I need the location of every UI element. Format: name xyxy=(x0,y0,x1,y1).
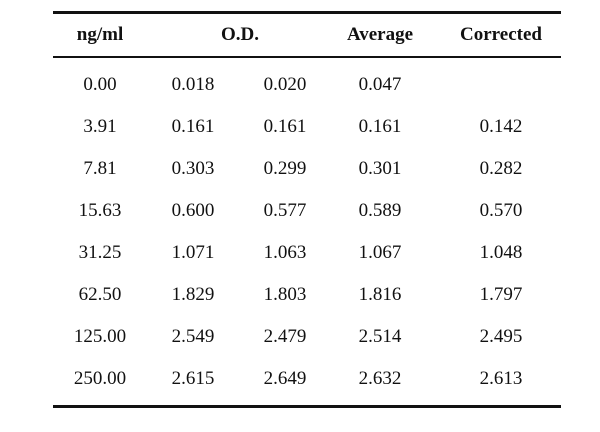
cell-od-2: 2.649 xyxy=(263,368,307,389)
cell-average: 0.161 xyxy=(358,116,402,137)
table-row: 7.81 0.303 0.299 0.301 0.282 xyxy=(53,148,561,190)
cell-concentration: 31.25 xyxy=(78,242,122,263)
cell-average: 2.632 xyxy=(358,368,402,389)
cell-average: 0.047 xyxy=(358,74,402,95)
table-row: 31.25 1.071 1.063 1.067 1.048 xyxy=(53,232,561,274)
cell-concentration: 125.00 xyxy=(73,326,127,347)
cell-od-1: 0.018 xyxy=(171,74,215,95)
table-top-rule xyxy=(53,11,561,14)
table-bottom-rule xyxy=(53,405,561,408)
cell-corrected: 2.495 xyxy=(479,326,523,347)
table-header-rule xyxy=(53,56,561,58)
table-row: 3.91 0.161 0.161 0.161 0.142 xyxy=(53,106,561,148)
cell-od-1: 2.549 xyxy=(171,326,215,347)
table-row: 125.00 2.549 2.479 2.514 2.495 xyxy=(53,316,561,358)
cell-od-1: 1.829 xyxy=(171,284,215,305)
table-body: 0.00 0.018 0.020 0.047 3.91 0.161 0.161 … xyxy=(53,58,561,400)
cell-corrected: 0.142 xyxy=(479,116,523,137)
cell-concentration: 250.00 xyxy=(73,368,127,389)
table-row: 15.63 0.600 0.577 0.589 0.570 xyxy=(53,190,561,232)
cell-od-1: 0.303 xyxy=(171,158,215,179)
cell-od-2: 0.020 xyxy=(263,74,307,95)
cell-od-1: 0.161 xyxy=(171,116,215,137)
cell-average: 2.514 xyxy=(358,326,402,347)
cell-concentration: 0.00 xyxy=(83,74,117,95)
cell-corrected xyxy=(445,64,557,106)
cell-corrected: 1.797 xyxy=(479,284,523,305)
cell-od-2: 0.299 xyxy=(263,158,307,179)
cell-corrected: 0.282 xyxy=(479,158,523,179)
standard-curve-table: ng/ml O.D. Average Corrected 0.00 0.018 … xyxy=(53,11,561,408)
cell-average: 0.589 xyxy=(358,200,402,221)
cell-concentration: 15.63 xyxy=(78,200,122,221)
cell-concentration: 62.50 xyxy=(78,284,122,305)
cell-od-2: 1.803 xyxy=(263,284,307,305)
cell-average: 1.067 xyxy=(358,242,402,263)
cell-average: 1.816 xyxy=(358,284,402,305)
cell-od-1: 1.071 xyxy=(171,242,215,263)
cell-od-1: 2.615 xyxy=(171,368,215,389)
table-header-row: ng/ml O.D. Average Corrected xyxy=(53,14,561,56)
header-average: Average xyxy=(346,24,414,45)
cell-corrected: 2.613 xyxy=(479,368,523,389)
cell-od-2: 0.577 xyxy=(263,200,307,221)
cell-corrected: 1.048 xyxy=(479,242,523,263)
header-concentration: ng/ml xyxy=(76,24,124,45)
table-row: 250.00 2.615 2.649 2.632 2.613 xyxy=(53,358,561,400)
cell-average: 0.301 xyxy=(358,158,402,179)
header-od: O.D. xyxy=(221,24,259,45)
cell-corrected: 0.570 xyxy=(479,200,523,221)
cell-od-2: 2.479 xyxy=(263,326,307,347)
cell-od-2: 0.161 xyxy=(263,116,307,137)
cell-od-2: 1.063 xyxy=(263,242,307,263)
table-row: 0.00 0.018 0.020 0.047 xyxy=(53,64,561,106)
table-row: 62.50 1.829 1.803 1.816 1.797 xyxy=(53,274,561,316)
cell-od-1: 0.600 xyxy=(171,200,215,221)
cell-concentration: 7.81 xyxy=(83,158,117,179)
cell-concentration: 3.91 xyxy=(83,116,117,137)
header-corrected: Corrected xyxy=(460,24,542,45)
